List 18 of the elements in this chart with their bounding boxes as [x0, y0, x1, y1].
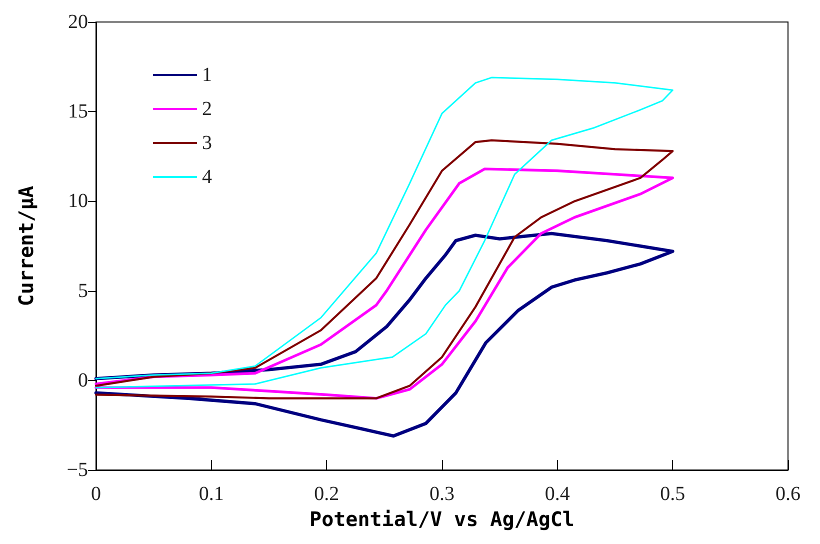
x-tick-label: 0.4 — [544, 483, 570, 505]
legend-label: 2 — [202, 98, 212, 120]
y-tick-label: 5 — [78, 280, 88, 302]
y-tick-label: 15 — [68, 100, 88, 123]
y-tick-label: 10 — [68, 190, 88, 212]
legend-label: 1 — [202, 64, 212, 86]
y-tick-label: −5 — [66, 459, 88, 481]
y-tick-label: 0 — [78, 369, 88, 392]
legend-label: 3 — [202, 132, 212, 154]
x-tick-label: 0.5 — [660, 483, 686, 505]
y-axis-title: Current/μA — [14, 186, 38, 306]
x-tick-label: 0.3 — [430, 483, 454, 505]
x-tick-label: 0.1 — [198, 483, 224, 505]
legend-label: 4 — [202, 166, 212, 188]
x-axis-title: Potential/V vs Ag/AgCl — [310, 506, 574, 531]
x-tick-label: 0.6 — [776, 483, 800, 505]
x-tick-label: 0.2 — [314, 483, 340, 505]
y-tick-label: 20 — [68, 11, 88, 33]
